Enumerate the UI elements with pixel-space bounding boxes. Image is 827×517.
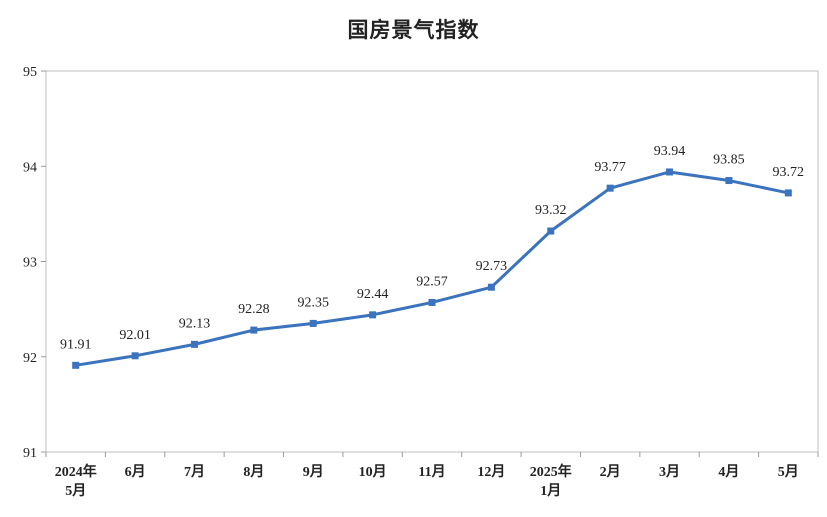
data-label: 92.57 <box>416 274 448 289</box>
data-label: 92.13 <box>179 316 211 331</box>
y-tick-label: 93 <box>23 256 37 271</box>
x-tick-label: 7月 <box>184 464 205 480</box>
x-tick-label: 5月 <box>778 464 799 480</box>
x-tick-label: 2025年 1月 <box>530 463 572 499</box>
x-tick-label: 3月 <box>659 464 680 480</box>
data-label: 92.01 <box>119 328 151 343</box>
y-tick-label: 94 <box>23 160 37 175</box>
plot-border <box>45 70 819 453</box>
data-point <box>250 326 258 334</box>
x-tick-label: 12月 <box>477 464 505 480</box>
data-label: 91.91 <box>60 337 92 352</box>
x-tick-label: 2月 <box>600 464 621 480</box>
y-tick-label: 92 <box>23 351 37 366</box>
data-point <box>428 298 436 306</box>
data-point <box>606 184 614 192</box>
data-point <box>309 319 317 327</box>
data-point <box>487 283 495 291</box>
x-tick-label: 10月 <box>359 464 387 480</box>
data-label: 92.44 <box>357 287 389 302</box>
data-label: 92.28 <box>238 302 270 317</box>
x-tick-label: 8月 <box>243 464 264 480</box>
data-label: 92.73 <box>476 259 508 274</box>
x-tick-label: 4月 <box>718 464 739 480</box>
data-labels: 91.91 92.01 92.13 92.28 92.35 92.44 92.57 92.73… <box>60 144 804 352</box>
series-line <box>75 170 789 367</box>
data-point <box>666 168 674 176</box>
data-point <box>725 177 733 185</box>
data-label: 93.85 <box>713 153 745 168</box>
data-label: 93.77 <box>594 160 626 175</box>
data-point <box>190 340 198 348</box>
data-point <box>369 311 377 319</box>
x-tick-label: 9月 <box>303 464 324 480</box>
data-point <box>72 361 80 369</box>
plot-frame <box>45 70 819 453</box>
x-tick-label: 2024年 5月 <box>55 463 97 499</box>
x-tick-label: 6月 <box>125 464 146 480</box>
data-label: 93.94 <box>654 144 686 159</box>
x-tick-label: 11月 <box>418 464 445 480</box>
y-tick-label: 91 <box>23 446 37 461</box>
data-label: 93.72 <box>773 165 805 180</box>
data-label: 93.32 <box>535 203 567 218</box>
x-axis: 2024年 5月 6月 7月 8月 9月 10月 11月 12月 2025年 1月 2月 3月 4月 5月 <box>45 452 819 499</box>
series <box>72 168 792 369</box>
data-point <box>547 227 555 235</box>
data-point <box>784 189 792 197</box>
y-axis: 91 92 93 94 95 <box>23 65 46 461</box>
y-tick-label: 95 <box>23 65 37 80</box>
data-point <box>131 352 139 360</box>
data-label: 92.35 <box>297 295 329 310</box>
chart-title: 国房景气指数 <box>347 18 480 42</box>
